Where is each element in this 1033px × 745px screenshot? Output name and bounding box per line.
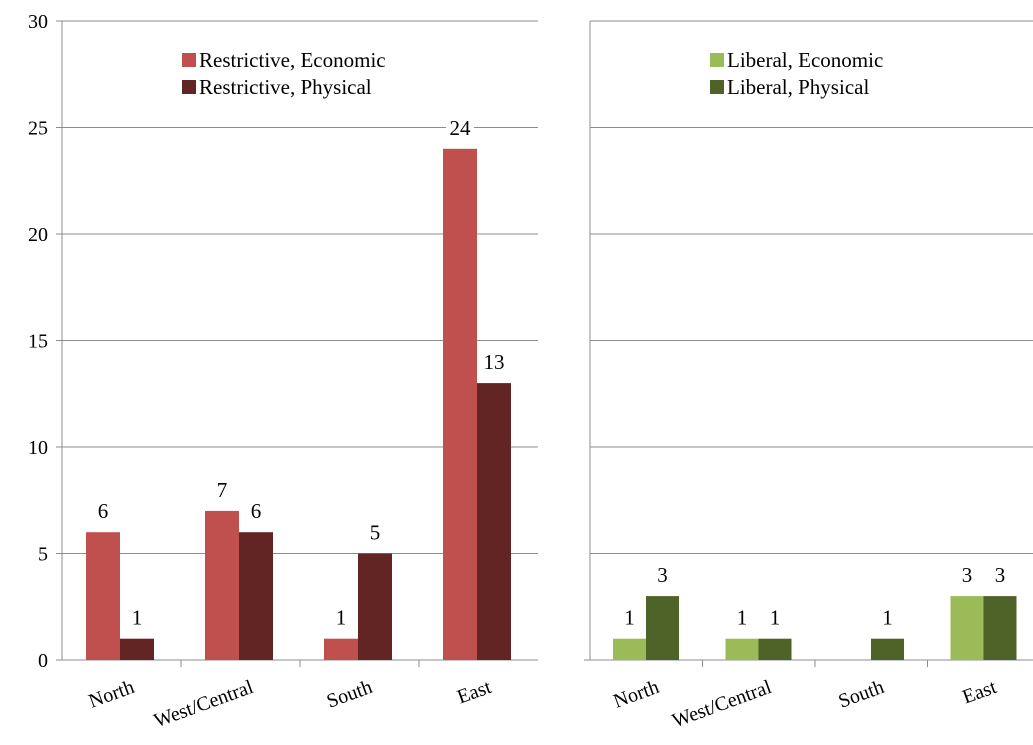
data-label-background [654, 563, 671, 588]
y-tick-label: 0 [38, 650, 48, 672]
bar [443, 148, 477, 661]
data-label-background [480, 350, 508, 375]
data-label: 3 [995, 563, 1006, 587]
data-label-background [733, 605, 751, 630]
data-label-background [958, 563, 976, 588]
bar [120, 638, 154, 660]
data-label: 3 [657, 563, 668, 587]
legend-swatch [710, 53, 724, 67]
data-label-background [621, 605, 638, 630]
bar [725, 638, 759, 660]
bar [358, 553, 392, 660]
data-label-background [991, 563, 1009, 588]
data-label: 6 [251, 499, 262, 523]
data-label: 1 [882, 606, 893, 630]
data-label: 1 [132, 606, 143, 630]
data-label-background [128, 605, 146, 630]
data-label-background [332, 605, 350, 630]
y-tick-label: 15 [28, 331, 48, 353]
data-label: 24 [450, 116, 472, 140]
category-label: South [836, 676, 887, 713]
data-label: 1 [770, 606, 781, 630]
category-label: West/Central [669, 676, 775, 732]
bar [758, 638, 792, 660]
data-label-background [879, 605, 896, 630]
y-tick-label: 20 [28, 224, 48, 246]
bar [239, 532, 273, 660]
data-label-background [213, 477, 231, 502]
data-label: 13 [484, 350, 505, 374]
data-label: 6 [98, 499, 109, 523]
data-label: 3 [962, 563, 973, 587]
data-label-background [366, 520, 384, 545]
legend-swatch [182, 53, 196, 67]
bar [613, 638, 646, 660]
y-tick-label: 30 [28, 11, 48, 33]
category-label: North [86, 676, 137, 713]
bar [871, 638, 904, 660]
bar [86, 532, 120, 660]
data-label: 1 [737, 606, 748, 630]
y-tick-label: 25 [28, 118, 48, 140]
legend-label: Liberal, Economic [727, 48, 883, 72]
bar [950, 596, 984, 660]
bar [324, 638, 358, 660]
category-label: East [960, 676, 1000, 709]
bar [983, 596, 1017, 660]
bar [205, 510, 239, 660]
legend-label: Restrictive, Physical [199, 75, 372, 99]
category-label: North [611, 676, 662, 713]
data-label-background [446, 115, 474, 140]
category-label: South [324, 676, 375, 713]
legend-swatch [710, 80, 724, 94]
data-label: 7 [217, 478, 228, 502]
data-label-background [766, 605, 784, 630]
legend-label: Liberal, Physical [727, 75, 869, 99]
data-label: 5 [370, 521, 381, 545]
data-label-background [247, 499, 265, 524]
legend-swatch [182, 80, 196, 94]
data-label: 1 [624, 606, 635, 630]
category-label: East [454, 676, 494, 709]
category-label: West/Central [151, 676, 257, 732]
bar [477, 383, 511, 660]
data-label: 1 [336, 606, 347, 630]
legend-label: Restrictive, Economic [199, 48, 386, 72]
y-tick-label: 5 [38, 544, 48, 566]
bar [646, 596, 679, 660]
y-tick-label: 10 [28, 437, 48, 459]
data-label-background [94, 499, 112, 524]
